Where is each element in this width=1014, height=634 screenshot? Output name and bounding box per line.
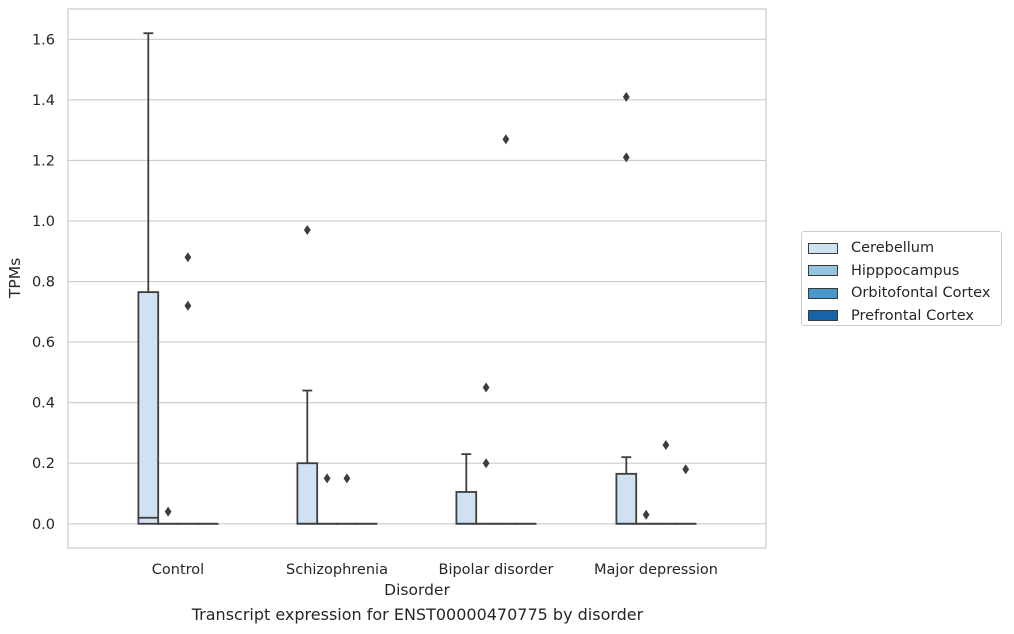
x-tick-label: Control — [152, 562, 204, 578]
y-tick-label: 1.2 — [32, 153, 55, 169]
outlier-point — [682, 464, 690, 475]
plot-border — [67, 8, 767, 549]
legend-item: Prefrontal Cortex — [802, 305, 1001, 328]
y-axis-label: TPMs — [6, 258, 24, 299]
legend: Cerebellum Hipppocampus Orbitofontal Corte… — [801, 231, 1002, 326]
x-tick-label: Schizophrenia — [286, 562, 388, 578]
outlier-point — [303, 225, 311, 236]
outlier-point — [502, 134, 510, 145]
y-tick-labels: 0.0 0.2 0.4 0.6 0.8 1.0 1.2 1.4 1.6 — [32, 32, 55, 532]
outlier-point — [323, 473, 331, 484]
legend-item: Orbitofontal Cortex — [802, 282, 1001, 305]
outlier-point — [164, 506, 172, 517]
boxes — [137, 32, 697, 525]
x-tick-label: Major depression — [594, 562, 718, 578]
legend-label: Hipppocampus — [851, 262, 960, 279]
outlier-point — [662, 440, 670, 451]
y-tick-label: 0.6 — [32, 335, 55, 351]
y-tick-label: 1.0 — [32, 214, 55, 230]
box-body — [137, 291, 160, 525]
y-tick-label: 1.6 — [32, 32, 55, 48]
legend-label: Orbitofontal Cortex — [851, 285, 991, 302]
x-tick-labels: Control Schizophrenia Bipolar disorder Majo… — [152, 562, 718, 578]
box-body — [455, 491, 478, 525]
outlier-point — [642, 509, 650, 520]
plot-frame — [67, 8, 767, 549]
outlier-point — [184, 252, 192, 263]
legend-swatch — [808, 287, 838, 299]
outliers — [164, 91, 690, 520]
outlier-point — [622, 152, 630, 163]
chart-caption: Transcript expression for ENST0000047077… — [191, 605, 644, 624]
outlier-point — [482, 458, 490, 469]
y-tick-label: 0.8 — [32, 275, 55, 291]
legend-label: Prefrontal Cortex — [851, 307, 974, 324]
x-axis-label: Disorder — [384, 581, 450, 599]
box-0-3 — [615, 456, 638, 525]
y-tick-label: 0.0 — [32, 517, 55, 533]
x-tick-label: Bipolar disorder — [439, 562, 554, 578]
legend-item: Hipppocampus — [802, 260, 1001, 283]
box-0-2 — [455, 453, 478, 525]
outlier-point — [184, 300, 192, 311]
box-body — [615, 472, 638, 525]
y-tick-label: 0.2 — [32, 456, 55, 472]
legend-swatch — [808, 265, 838, 277]
legend-label: Cerebellum — [851, 240, 935, 257]
outlier-point — [343, 473, 351, 484]
y-tick-label: 1.4 — [32, 93, 55, 109]
legend-swatch — [808, 242, 838, 254]
grid-lines — [68, 38, 766, 525]
box-0-1 — [296, 389, 319, 525]
legend-swatch — [808, 310, 838, 322]
outlier-point — [482, 382, 490, 393]
y-tick-label: 0.4 — [32, 396, 55, 412]
legend-item: Cerebellum — [802, 237, 1001, 260]
outlier-point — [622, 91, 630, 102]
box-body — [296, 462, 319, 525]
box-0-0 — [137, 32, 160, 525]
